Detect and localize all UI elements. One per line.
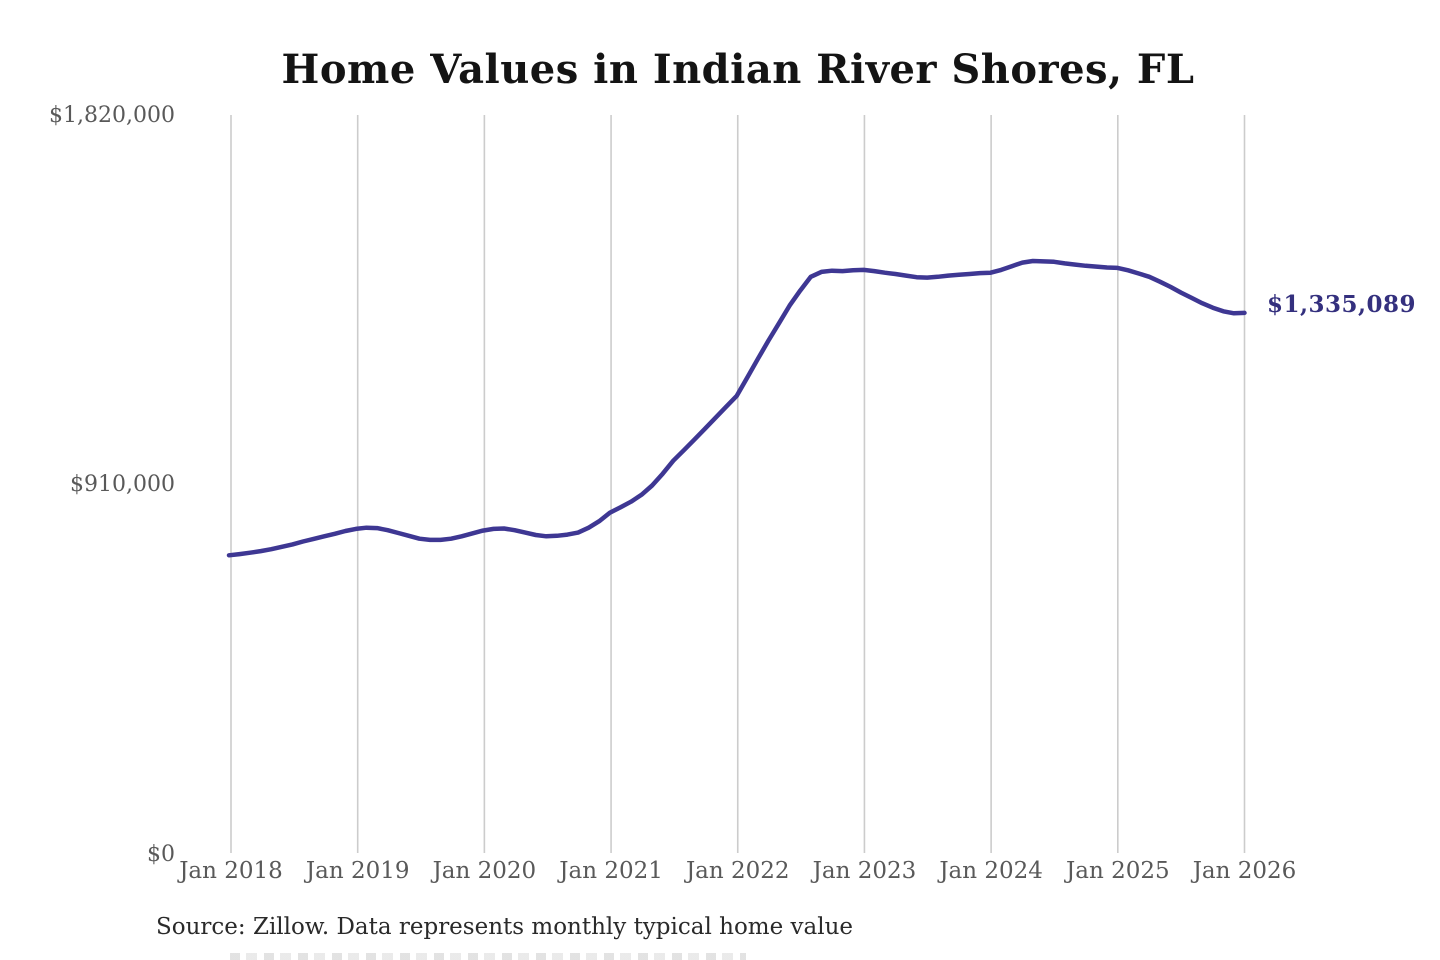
x-axis-label: Jan 2024 xyxy=(939,858,1043,884)
y-axis-label-max: $1,820,000 xyxy=(49,103,175,128)
x-axis-label: Jan 2020 xyxy=(432,858,537,884)
x-axis-label: Jan 2018 xyxy=(179,858,283,884)
x-axis-label: Jan 2022 xyxy=(685,858,790,884)
current-value-label: $1,335,089 xyxy=(1267,291,1417,318)
x-axis-label: Jan 2026 xyxy=(1192,858,1297,884)
cropped-text-strip xyxy=(230,953,746,960)
x-axis-label: Jan 2019 xyxy=(305,858,410,884)
source-note: Source: Zillow. Data represents monthly … xyxy=(156,914,854,940)
chart-title: Home Values in Indian River Shores, FL xyxy=(281,46,1195,93)
x-axis-label: Jan 2023 xyxy=(812,858,917,884)
y-axis-label-mid: $910,000 xyxy=(70,472,175,497)
home-value-line xyxy=(226,258,1247,558)
gridlines xyxy=(230,115,1246,853)
x-axis-label: Jan 2025 xyxy=(1066,858,1170,884)
x-axis-label: Jan 2021 xyxy=(559,858,663,884)
y-axis-label-zero: $0 xyxy=(147,842,175,867)
